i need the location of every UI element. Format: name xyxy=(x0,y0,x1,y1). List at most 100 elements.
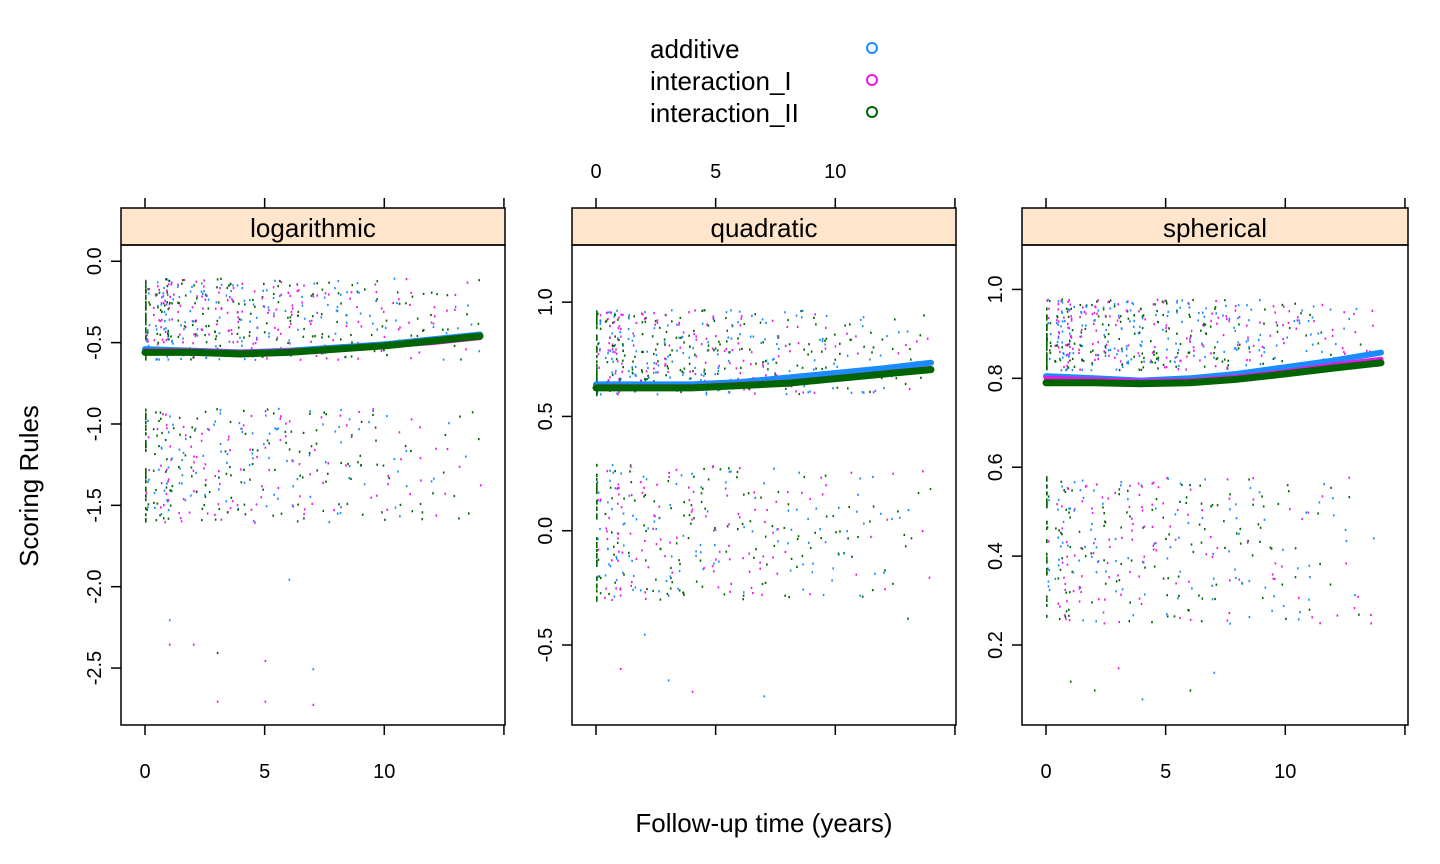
point-interaction_I xyxy=(658,505,661,508)
point-additive xyxy=(787,509,790,512)
point-interaction_II xyxy=(678,589,681,592)
point-interaction_II xyxy=(719,468,722,471)
point-interaction_II xyxy=(381,511,383,514)
point-interaction_II xyxy=(1046,354,1048,358)
point-interaction_II xyxy=(236,332,239,335)
point-interaction_II xyxy=(1156,357,1158,360)
point-additive xyxy=(225,500,228,503)
point-interaction_II xyxy=(404,444,407,448)
point-additive xyxy=(297,328,299,331)
point-interaction_I xyxy=(723,349,726,353)
point-additive xyxy=(207,298,210,301)
point-interaction_II xyxy=(596,477,598,481)
point-additive xyxy=(1318,501,1321,504)
point-additive xyxy=(619,331,622,334)
point-additive xyxy=(730,470,732,473)
point-interaction_II xyxy=(596,355,598,359)
point-interaction_II xyxy=(872,346,875,349)
point-interaction_II xyxy=(325,413,327,416)
point-interaction_II xyxy=(248,334,251,337)
point-interaction_I xyxy=(750,586,753,589)
point-interaction_II xyxy=(214,518,217,521)
point-interaction_II xyxy=(155,489,157,492)
point-interaction_II xyxy=(666,592,669,595)
point-additive xyxy=(1138,325,1141,328)
point-additive xyxy=(1153,542,1155,545)
point-interaction_II xyxy=(614,470,616,473)
point-additive xyxy=(680,474,683,477)
point-interaction_II xyxy=(871,351,873,354)
point-interaction_I xyxy=(1297,316,1299,319)
point-interaction_I xyxy=(821,493,824,496)
point-interaction_I xyxy=(664,555,666,558)
outlier-point xyxy=(619,667,622,671)
point-interaction_II xyxy=(1046,343,1048,347)
point-additive xyxy=(1093,489,1095,492)
point-interaction_II xyxy=(208,491,211,494)
point-interaction_I xyxy=(182,425,185,428)
point-additive xyxy=(1129,309,1132,312)
point-additive xyxy=(313,282,316,285)
point-interaction_II xyxy=(641,333,644,336)
point-interaction_I xyxy=(1343,350,1345,354)
point-additive xyxy=(356,282,359,285)
point-additive xyxy=(702,374,705,377)
point-interaction_I xyxy=(1226,366,1229,369)
point-additive xyxy=(153,492,156,495)
point-interaction_II xyxy=(1046,484,1048,488)
point-interaction_I xyxy=(357,357,359,360)
point-additive xyxy=(1197,319,1200,322)
point-interaction_I xyxy=(1061,505,1063,508)
point-additive xyxy=(395,319,397,322)
point-interaction_I xyxy=(1189,618,1192,621)
point-additive xyxy=(609,349,612,352)
point-additive xyxy=(729,351,731,354)
point-interaction_I xyxy=(1105,343,1108,346)
point-interaction_I xyxy=(617,537,619,540)
point-interaction_II xyxy=(600,577,602,580)
point-interaction_I xyxy=(1192,346,1195,349)
point-interaction_II xyxy=(849,338,851,341)
point-additive xyxy=(157,304,159,308)
point-interaction_II xyxy=(1151,621,1153,624)
point-interaction_II xyxy=(1118,493,1120,496)
point-interaction_I xyxy=(713,570,715,573)
point-interaction_II xyxy=(340,338,342,341)
point-interaction_II xyxy=(1262,362,1264,365)
point-interaction_II xyxy=(680,390,682,394)
point-interaction_II xyxy=(597,342,599,346)
point-interaction_I xyxy=(1119,360,1122,363)
point-interaction_II xyxy=(597,312,599,315)
point-additive xyxy=(155,328,158,331)
point-interaction_II xyxy=(347,462,349,465)
point-additive xyxy=(752,335,755,338)
point-interaction_I xyxy=(165,492,168,495)
point-interaction_II xyxy=(1176,309,1178,312)
point-interaction_II xyxy=(381,325,384,328)
point-interaction_I xyxy=(148,288,151,291)
point-additive xyxy=(1095,571,1098,574)
point-interaction_I xyxy=(153,339,156,342)
point-interaction_I xyxy=(279,417,282,420)
point-additive xyxy=(430,321,433,324)
point-interaction_II xyxy=(216,319,219,322)
point-interaction_II xyxy=(596,508,598,511)
point-interaction_II xyxy=(237,326,240,329)
point-interaction_I xyxy=(611,598,613,602)
point-interaction_II xyxy=(1181,483,1183,487)
point-additive xyxy=(628,313,631,317)
point-interaction_I xyxy=(466,281,469,284)
point-interaction_II xyxy=(652,589,654,593)
point-interaction_II xyxy=(773,544,776,547)
point-interaction_I xyxy=(1118,620,1120,624)
point-interaction_II xyxy=(297,314,299,317)
point-additive xyxy=(767,362,769,365)
point-additive xyxy=(1064,320,1066,323)
point-interaction_I xyxy=(647,566,650,569)
point-additive xyxy=(620,472,622,475)
point-interaction_II xyxy=(147,503,150,506)
point-interaction_II xyxy=(1162,577,1165,580)
point-interaction_I xyxy=(1116,319,1119,322)
point-interaction_II xyxy=(617,338,619,341)
